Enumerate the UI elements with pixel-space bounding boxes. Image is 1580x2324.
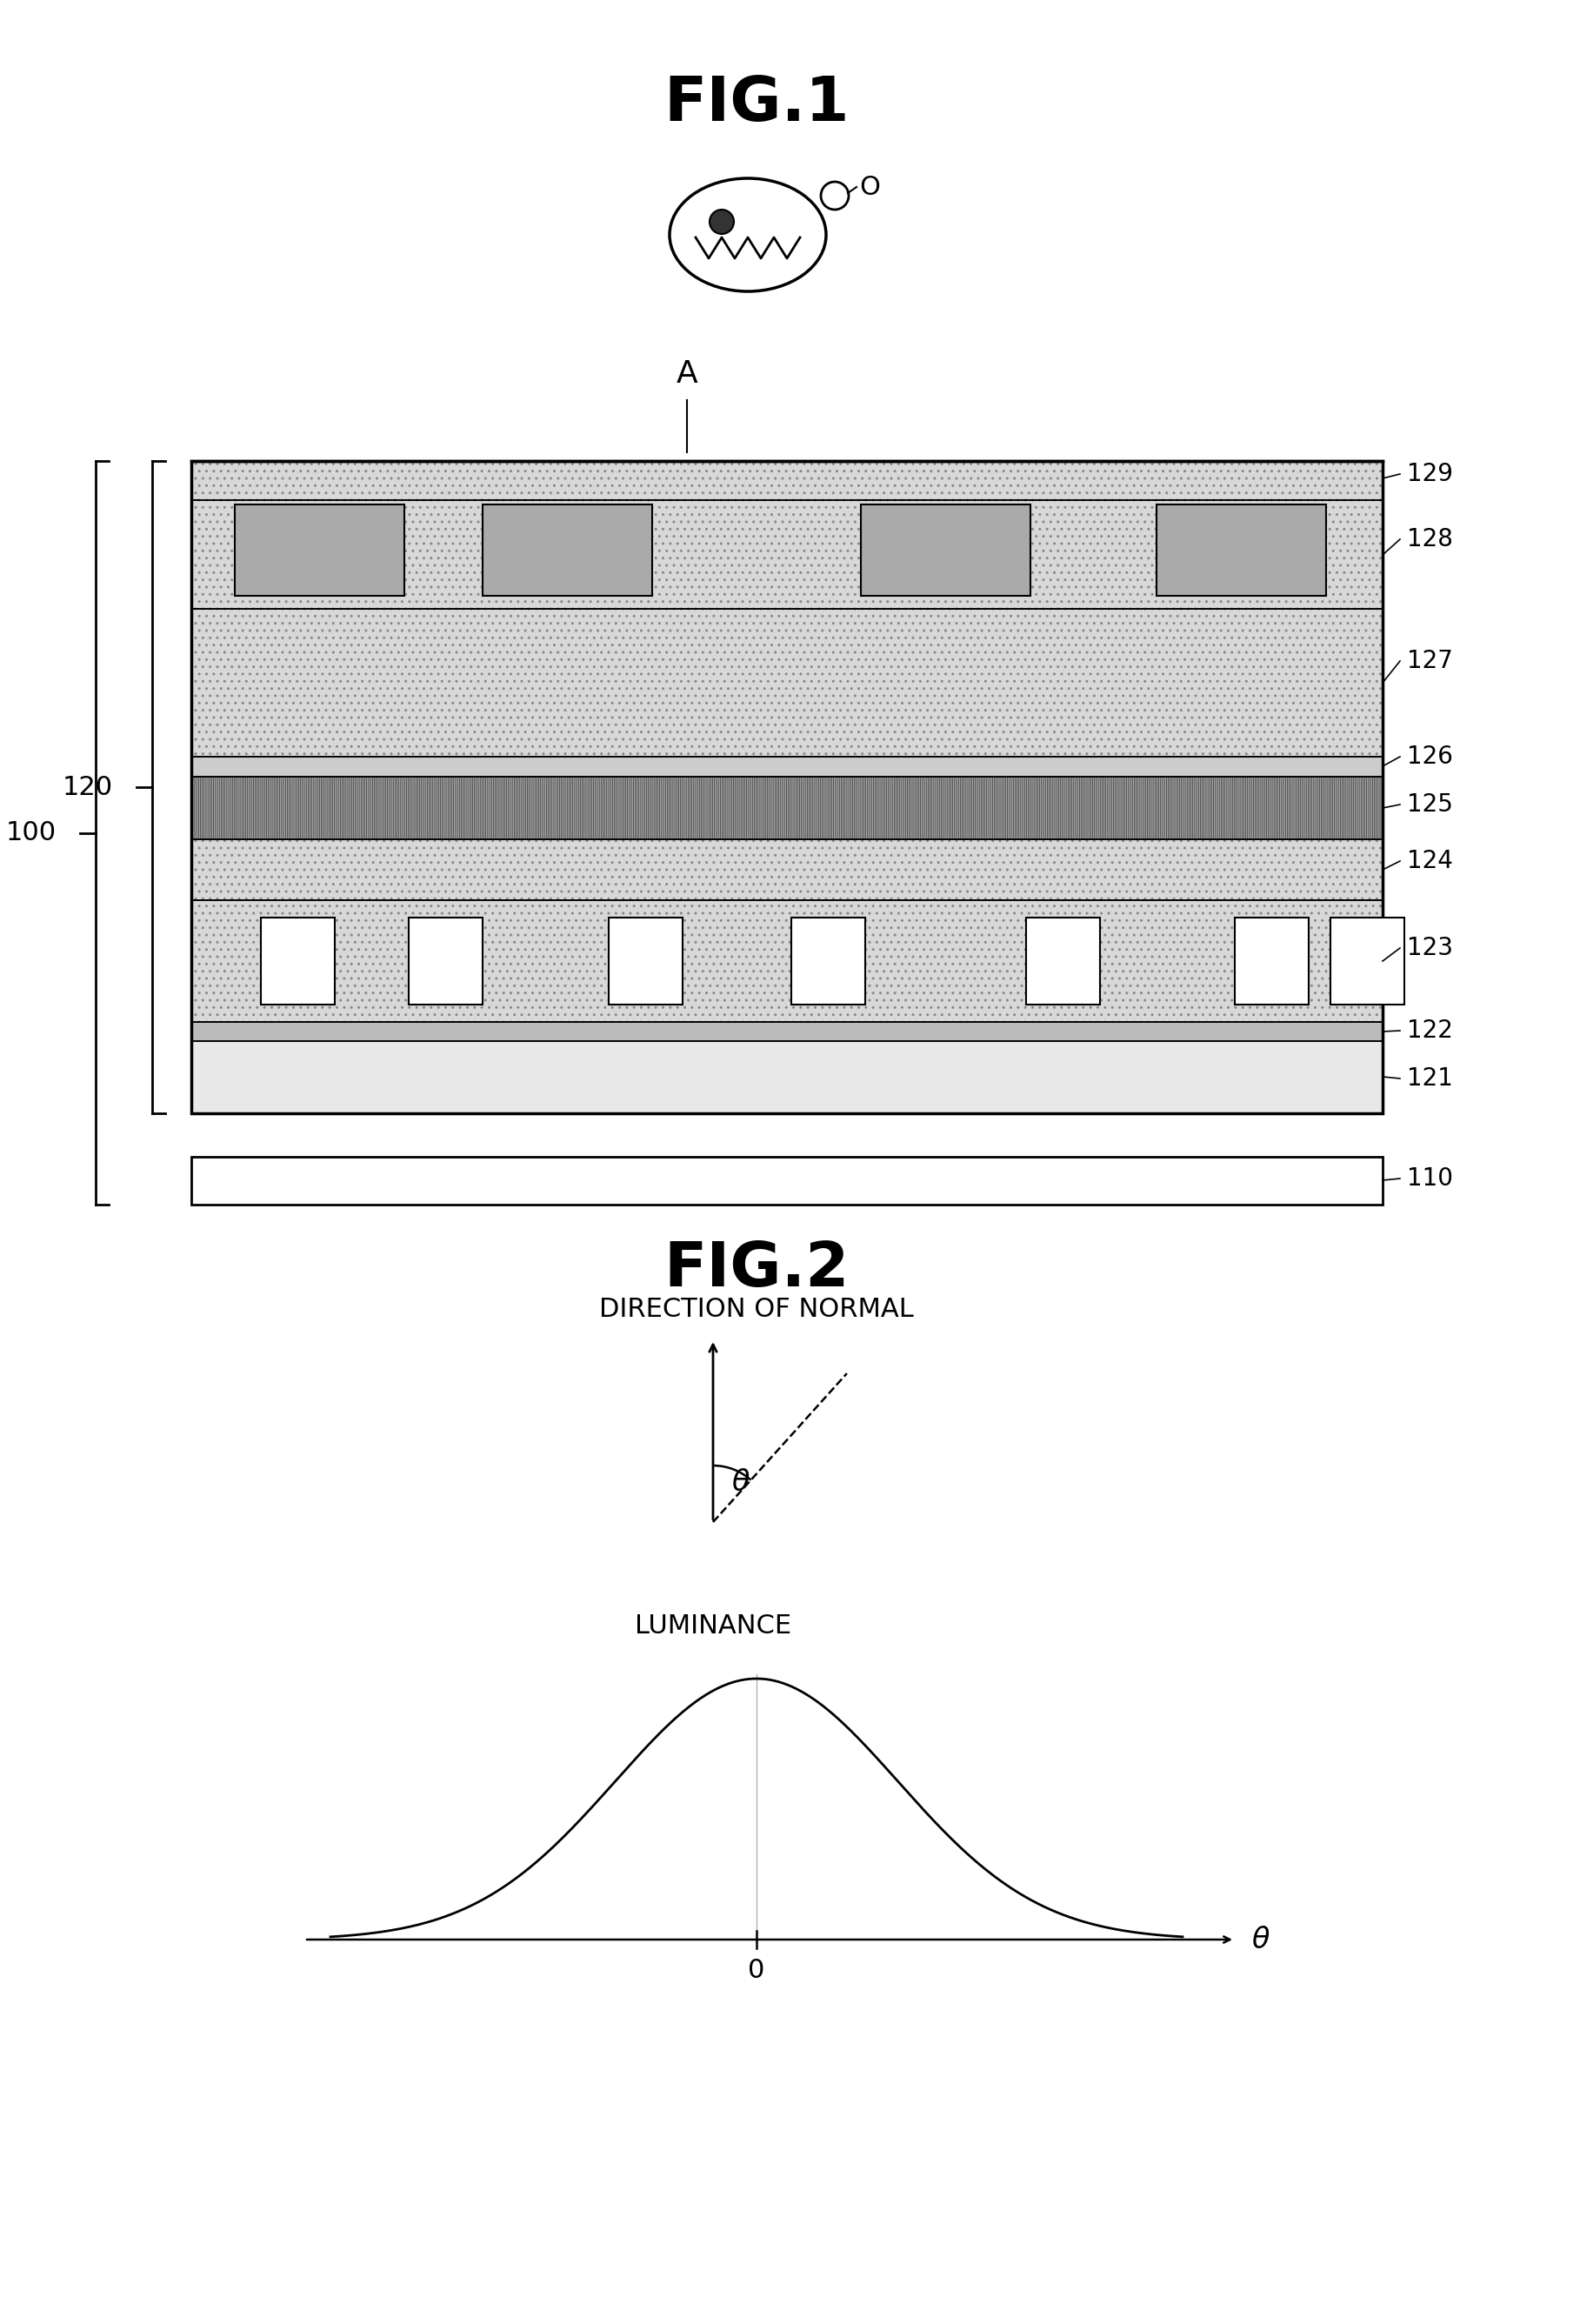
Text: 121: 121: [1406, 1067, 1454, 1090]
Bar: [191, 758, 1382, 776]
Bar: [792, 918, 866, 1004]
Bar: [191, 1023, 1382, 1041]
Bar: [191, 899, 1382, 1023]
Text: LUMINANCE: LUMINANCE: [635, 1613, 792, 1638]
Bar: [235, 504, 404, 595]
Bar: [191, 776, 1382, 839]
Bar: [191, 839, 1382, 899]
Bar: [191, 1041, 1382, 1113]
Bar: [191, 460, 1382, 500]
Text: θ: θ: [1251, 1924, 1270, 1954]
Bar: [191, 609, 1382, 758]
Text: 125: 125: [1406, 792, 1454, 816]
Text: 128: 128: [1406, 528, 1454, 551]
Text: 127: 127: [1406, 648, 1454, 674]
Bar: [191, 460, 1382, 500]
Text: 122: 122: [1406, 1018, 1454, 1043]
Ellipse shape: [670, 179, 826, 290]
Bar: [608, 918, 683, 1004]
Text: 123: 123: [1406, 937, 1454, 960]
Text: 100: 100: [6, 820, 57, 846]
Text: FIG.1: FIG.1: [664, 74, 850, 135]
Bar: [191, 839, 1382, 899]
Text: 110: 110: [1406, 1167, 1454, 1190]
Text: 126: 126: [1406, 744, 1454, 769]
Bar: [191, 899, 1382, 1023]
Bar: [191, 500, 1382, 609]
Bar: [861, 504, 1030, 595]
Bar: [191, 776, 1382, 839]
Ellipse shape: [709, 209, 735, 235]
Bar: [191, 1157, 1382, 1204]
Text: 124: 124: [1406, 848, 1454, 874]
Bar: [409, 918, 482, 1004]
Bar: [191, 609, 1382, 758]
Text: 120: 120: [63, 774, 114, 799]
Text: DIRECTION OF NORMAL: DIRECTION OF NORMAL: [599, 1297, 913, 1322]
Bar: [191, 500, 1382, 609]
Bar: [1025, 918, 1100, 1004]
Bar: [191, 460, 1382, 1113]
Ellipse shape: [822, 181, 848, 209]
Bar: [1236, 918, 1308, 1004]
Bar: [1330, 918, 1405, 1004]
Text: O: O: [860, 174, 880, 200]
Text: 129: 129: [1406, 462, 1454, 486]
Text: θ: θ: [732, 1469, 750, 1497]
Text: FIG.2: FIG.2: [664, 1239, 850, 1299]
Bar: [482, 504, 653, 595]
Bar: [1157, 504, 1326, 595]
Text: 0: 0: [747, 1957, 765, 1982]
Text: A: A: [676, 360, 698, 388]
Bar: [261, 918, 335, 1004]
